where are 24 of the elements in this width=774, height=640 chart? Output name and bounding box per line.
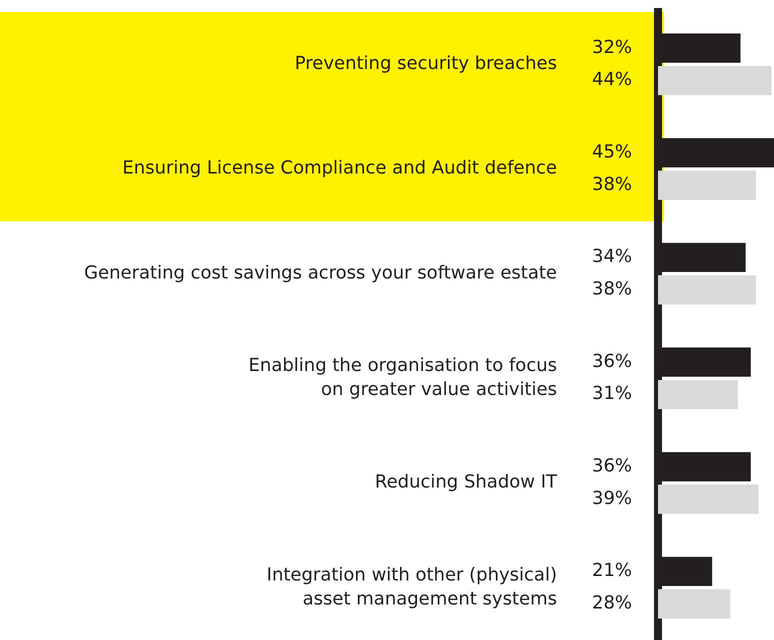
data-label: 36%	[592, 350, 632, 372]
data-label: 44%	[592, 69, 632, 90]
y-tick-label: Integration with other (physical) asset management systems	[266, 564, 557, 610]
data-label: 31%	[592, 383, 632, 404]
bar	[658, 66, 772, 96]
y-tick-label: Ensuring License Compliance and Audit defence	[122, 158, 557, 179]
data-label: 36%	[592, 455, 632, 476]
bar	[658, 380, 738, 410]
data-label: 34%	[592, 246, 632, 268]
y-tick-label: Generating cost savings across your software estate	[84, 262, 557, 284]
data-label: 38%	[592, 174, 632, 195]
bar	[658, 275, 756, 304]
y-tick-label: Enabling the organisation to focus on greater value activities	[248, 355, 557, 400]
y-tick-label: Preventing security breaches	[294, 53, 557, 74]
bar	[658, 589, 730, 618]
data-label: 28%	[592, 592, 632, 614]
y-tick-label: Reducing Shadow IT	[374, 472, 558, 493]
data-label: 39%	[592, 488, 632, 509]
data-label: 45%	[592, 141, 632, 162]
bar	[658, 170, 756, 200]
data-label: 38%	[592, 278, 632, 300]
bar	[658, 484, 759, 514]
data-label: 21%	[592, 560, 632, 582]
data-label: 32%	[592, 36, 632, 58]
